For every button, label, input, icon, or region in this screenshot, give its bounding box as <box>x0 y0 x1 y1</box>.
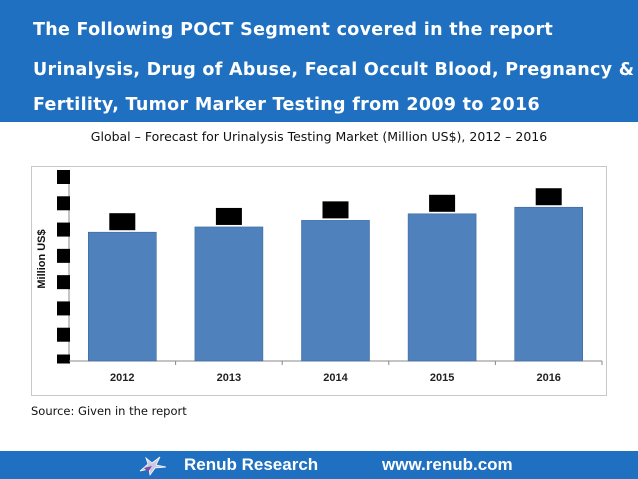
bar <box>301 220 370 362</box>
y-axis-label: Million US$ <box>36 229 48 288</box>
source-note: Source: Given in the report <box>31 404 187 418</box>
bar <box>514 206 584 362</box>
bar-value-label-mask <box>215 207 242 225</box>
y-tick-label-mask <box>57 327 70 342</box>
bar <box>194 226 264 362</box>
bar-value-label-mask <box>322 201 349 219</box>
bar-value-label-mask <box>429 194 456 212</box>
bar-value-label-mask <box>535 188 562 206</box>
footer-url-link[interactable]: www.renub.com <box>382 455 513 474</box>
bar <box>407 213 477 362</box>
y-tick-label-mask <box>57 196 70 211</box>
bar-value-label-mask <box>109 213 136 231</box>
x-tick-label: 2016 <box>536 372 560 384</box>
y-tick-label-mask <box>57 170 70 184</box>
chart-title: Global – Forecast for Urinalysis Testing… <box>90 129 548 144</box>
y-tick-label-mask <box>57 222 70 237</box>
x-tick-label: 2013 <box>217 372 241 384</box>
bar <box>87 231 157 362</box>
x-tick-label: 2012 <box>110 372 134 384</box>
y-tick-label-mask <box>57 275 70 290</box>
footer-banner <box>0 451 638 479</box>
y-tick-label-mask <box>57 301 70 316</box>
header-line-1: The Following POCT Segment covered in th… <box>33 20 554 40</box>
header-line-2: Urinalysis, Drug of Abuse, Fecal Occult … <box>33 60 635 80</box>
bird-logo-icon <box>139 456 167 477</box>
header-line-3: Fertility, Tumor Marker Testing from 200… <box>33 95 540 115</box>
chart-area: 2012 2013 2014 2015 2016 Million US$ <box>31 166 607 396</box>
x-tick-label: 2014 <box>323 372 348 384</box>
footer-company-name: Renub Research <box>184 455 319 474</box>
bar-chart: 2012 2013 2014 2015 2016 Million US$ <box>36 170 603 384</box>
y-tick-label-mask <box>57 248 70 263</box>
y-tick-label-mask <box>57 354 70 364</box>
x-tick-label: 2015 <box>430 372 454 384</box>
header-banner: The Following POCT Segment covered in th… <box>0 0 638 122</box>
